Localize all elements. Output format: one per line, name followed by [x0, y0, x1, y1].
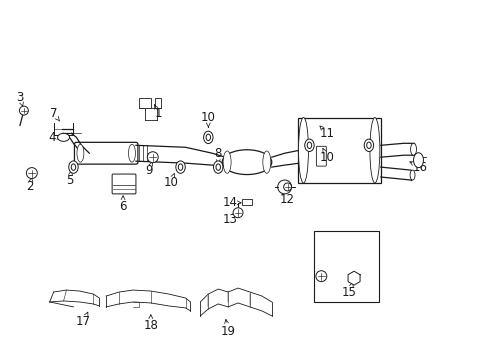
Ellipse shape	[298, 117, 308, 183]
Text: 11: 11	[319, 127, 334, 140]
Ellipse shape	[306, 142, 311, 149]
Text: 18: 18	[143, 319, 158, 332]
Ellipse shape	[263, 151, 270, 173]
Ellipse shape	[71, 164, 76, 170]
Circle shape	[147, 152, 158, 163]
Ellipse shape	[413, 153, 423, 168]
Ellipse shape	[222, 150, 271, 175]
Bar	[297, 117, 380, 183]
Ellipse shape	[176, 161, 185, 173]
Ellipse shape	[409, 170, 414, 180]
FancyBboxPatch shape	[316, 146, 325, 166]
Ellipse shape	[128, 144, 135, 162]
Polygon shape	[347, 271, 359, 285]
Text: 2: 2	[26, 180, 34, 193]
Text: 10: 10	[201, 111, 215, 124]
Text: 10: 10	[163, 176, 178, 189]
Circle shape	[20, 106, 28, 115]
Text: 1: 1	[155, 107, 162, 120]
Ellipse shape	[69, 161, 78, 173]
Text: 10: 10	[319, 151, 334, 164]
Ellipse shape	[178, 164, 183, 170]
Text: 9: 9	[145, 163, 152, 177]
Ellipse shape	[369, 117, 379, 183]
Circle shape	[26, 168, 37, 179]
Ellipse shape	[366, 142, 370, 149]
Text: 13: 13	[222, 213, 237, 226]
Bar	[314, 230, 378, 302]
Ellipse shape	[203, 131, 213, 144]
Text: 7: 7	[50, 107, 57, 120]
Text: 14: 14	[222, 196, 237, 209]
Circle shape	[277, 180, 291, 194]
Ellipse shape	[410, 143, 416, 155]
Text: 3: 3	[16, 91, 23, 104]
Circle shape	[233, 208, 243, 218]
Circle shape	[283, 183, 291, 191]
FancyBboxPatch shape	[112, 174, 136, 194]
Ellipse shape	[364, 139, 373, 152]
Text: 16: 16	[412, 161, 427, 174]
Ellipse shape	[304, 139, 313, 152]
Text: 15: 15	[341, 285, 356, 298]
Ellipse shape	[205, 134, 210, 141]
Text: 5: 5	[66, 174, 73, 186]
Circle shape	[315, 271, 326, 282]
Text: 12: 12	[280, 193, 295, 206]
Text: 6: 6	[119, 200, 126, 213]
Ellipse shape	[58, 134, 69, 141]
Bar	[242, 199, 251, 205]
Ellipse shape	[216, 164, 220, 170]
Bar	[155, 98, 161, 108]
Ellipse shape	[213, 161, 223, 173]
FancyBboxPatch shape	[74, 142, 138, 164]
Text: 17: 17	[76, 315, 91, 328]
Text: 19: 19	[220, 325, 235, 338]
Text: 8: 8	[214, 147, 222, 160]
Ellipse shape	[223, 151, 231, 173]
Text: 4: 4	[48, 131, 55, 144]
Ellipse shape	[77, 144, 84, 162]
Bar	[139, 98, 150, 108]
